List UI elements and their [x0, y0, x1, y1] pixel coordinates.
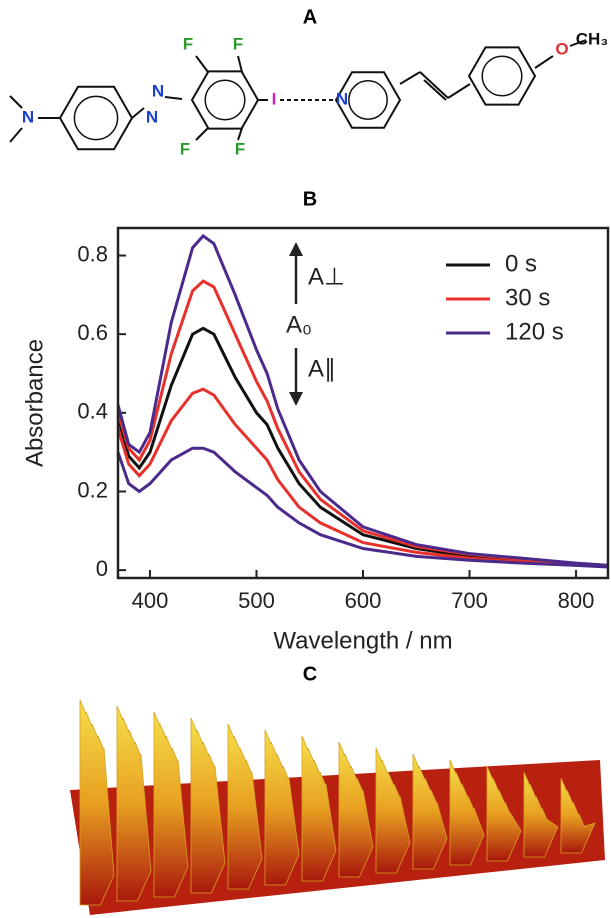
arrow-head [289, 242, 303, 256]
ring [467, 46, 537, 106]
x-tick-label: 500 [238, 588, 275, 613]
series-line [116, 387, 609, 569]
legend-label: 0 s [505, 250, 537, 277]
surface-ridge [153, 711, 189, 898]
atom-label: CH₃ [576, 29, 608, 48]
surface-ridge [116, 705, 152, 902]
ring [190, 70, 260, 130]
atom-label: F [180, 139, 190, 158]
surface-ridge [560, 777, 596, 854]
surface-ridge [486, 765, 522, 862]
atom-label: N [336, 89, 348, 108]
molecule-bonds [9, 39, 587, 151]
x-tick-label: 600 [345, 588, 382, 613]
ring-inner [481, 55, 523, 97]
atom-label: N [146, 107, 158, 126]
series-line [116, 446, 609, 569]
atom-label: F [235, 139, 245, 158]
surface-ridge [227, 723, 263, 890]
atom-label: O [555, 39, 568, 58]
y-tick-label: 0.4 [77, 399, 108, 424]
ring [58, 85, 134, 151]
atom-label: F [183, 34, 193, 53]
surface-ridge [338, 741, 374, 878]
atom-label: I [272, 89, 277, 108]
series-line [116, 326, 609, 568]
ring-inner [204, 79, 246, 121]
surface-ridge [190, 717, 226, 894]
surface-ridge [79, 699, 115, 906]
surface-ridge [412, 753, 448, 870]
panel-label: A [303, 6, 317, 28]
ring-inner [73, 95, 119, 141]
y-tick-label: 0.6 [77, 320, 108, 345]
x-tick-label: 800 [558, 588, 595, 613]
y-tick-label: 0.2 [77, 477, 108, 502]
y-axis-label: Absorbance [21, 339, 48, 467]
surface-ridge [301, 735, 337, 882]
atom-label: N [152, 81, 164, 100]
annotation: A₀ [286, 311, 312, 338]
y-tick-label: 0.8 [77, 241, 108, 266]
panel-label: C [303, 663, 317, 685]
legend-label: 120 s [505, 318, 564, 345]
ring [334, 71, 402, 129]
surface-ridge [264, 729, 300, 886]
legend-label: 30 s [505, 284, 550, 311]
series-line [116, 233, 609, 567]
arrow-head [289, 392, 303, 406]
surface-ridge [375, 747, 411, 874]
atom-label: N [22, 107, 34, 126]
plot-frame [116, 226, 610, 580]
x-axis-label: Wavelength / nm [273, 627, 452, 654]
ring-inner [348, 80, 388, 120]
annotation: A∥ [308, 355, 336, 382]
atom-label: F [233, 34, 243, 53]
surface-ridge [449, 759, 485, 866]
surface-ridge [523, 771, 559, 858]
annotation: A⊥ [308, 263, 345, 290]
x-tick-label: 400 [132, 588, 169, 613]
panel-label: B [303, 188, 317, 210]
y-tick-label: 0 [96, 556, 108, 581]
surface-image [70, 699, 605, 915]
x-tick-label: 700 [451, 588, 488, 613]
